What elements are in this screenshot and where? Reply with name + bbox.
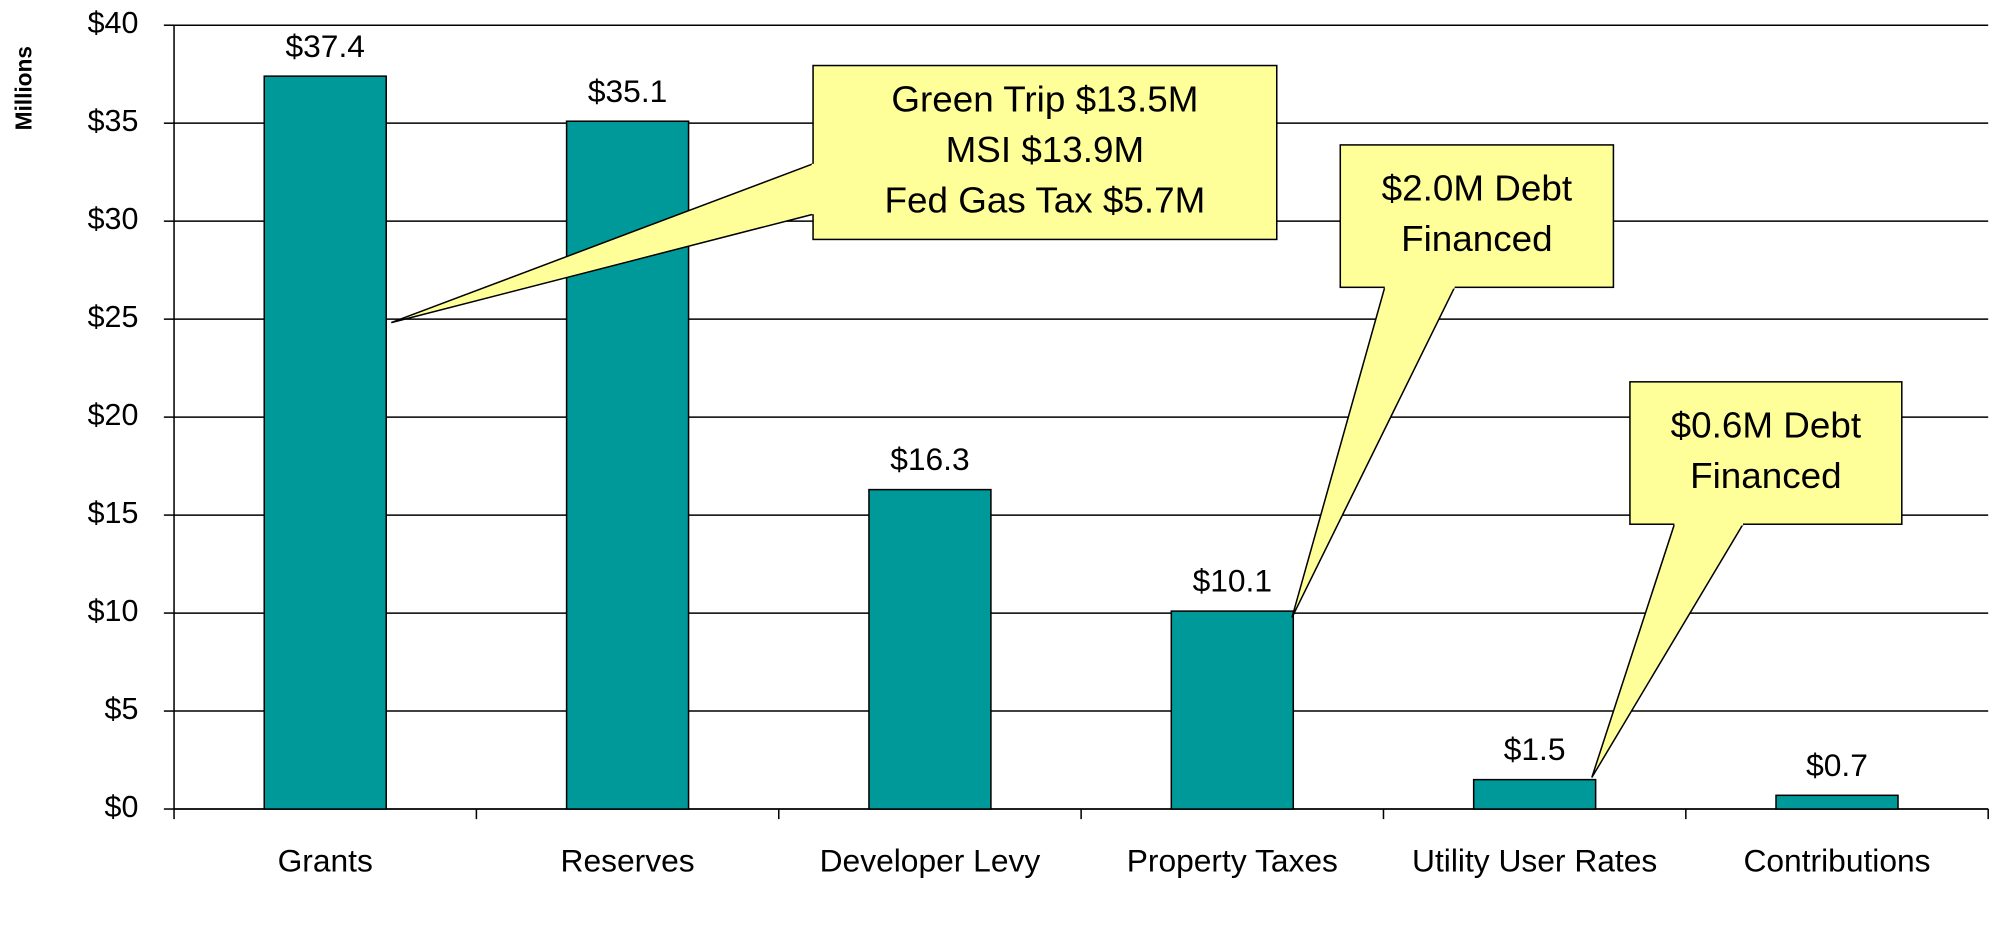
- callout-pointer: [1291, 286, 1456, 618]
- data-label: $1.5: [1504, 731, 1566, 767]
- y-tick-label: $35: [88, 105, 139, 138]
- annotation-text: $0.6M Debt: [1671, 405, 1861, 446]
- annotation-text: Financed: [1401, 218, 1553, 259]
- annotation-text: MSI $13.9M: [946, 129, 1145, 170]
- x-tick-label: Utility User Rates: [1412, 843, 1657, 879]
- y-tick-label: $5: [105, 693, 139, 726]
- x-tick-label: Contributions: [1743, 843, 1930, 879]
- annotation-text: Fed Gas Tax $5.7M: [885, 180, 1206, 221]
- callout-pointer: [1591, 523, 1745, 778]
- data-label: $10.1: [1193, 563, 1272, 599]
- y-tick-label: $40: [88, 7, 139, 40]
- x-tick-label: Reserves: [561, 843, 695, 879]
- bar: [868, 488, 992, 810]
- callout-box: [1629, 381, 1903, 525]
- callout-box: [1339, 144, 1615, 289]
- bar: [1775, 794, 1899, 810]
- bar: [1472, 778, 1597, 810]
- data-label: $37.4: [285, 28, 364, 64]
- bar: [263, 75, 387, 810]
- data-label: $16.3: [890, 441, 969, 477]
- x-tick-label: Developer Levy: [820, 843, 1041, 879]
- annotation-text: Financed: [1690, 455, 1842, 496]
- callout-box: [812, 64, 1278, 241]
- data-label: $0.7: [1806, 747, 1868, 783]
- annotation-text: $2.0M Debt: [1382, 168, 1572, 209]
- y-tick-label: $20: [88, 399, 139, 432]
- y-axis-label: Millions: [10, 46, 36, 130]
- annotation-text: Green Trip $13.5M: [891, 79, 1198, 120]
- x-tick-label: Grants: [278, 843, 373, 879]
- y-tick-label: $10: [88, 595, 139, 628]
- x-tick-label: Property Taxes: [1127, 843, 1338, 879]
- y-tick-label: $15: [88, 497, 139, 530]
- bar: [1170, 610, 1295, 810]
- y-tick-label: $0: [105, 791, 139, 824]
- data-label: $35.1: [588, 73, 667, 109]
- y-tick-label: $25: [88, 301, 139, 334]
- y-tick-label: $30: [88, 203, 139, 236]
